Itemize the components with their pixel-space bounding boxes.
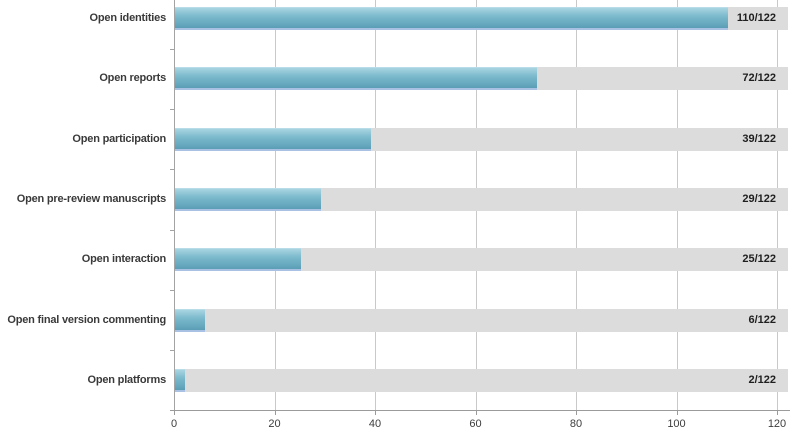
x-axis-line: [170, 410, 790, 411]
value-label: 39/122: [742, 133, 776, 145]
bar-6: [175, 369, 186, 392]
value-label: 72/122: [742, 72, 776, 84]
x-axis-tick-0: [174, 410, 175, 415]
category-label: Open final version commenting: [7, 314, 166, 326]
x-axis-tick-120: [777, 410, 778, 415]
bar-4: [175, 248, 301, 271]
y-axis-tick: [170, 109, 175, 110]
value-label: 25/122: [742, 253, 776, 265]
bar-track: [175, 248, 788, 271]
value-label: 6/122: [748, 314, 776, 326]
x-axis-tick-80: [576, 410, 577, 415]
y-axis-tick: [170, 350, 175, 351]
x-axis-tick-label: 80: [569, 418, 583, 430]
bar-2: [175, 128, 371, 151]
value-label: 110/122: [736, 12, 776, 24]
value-label: 29/122: [742, 193, 776, 205]
bar-track: [175, 369, 788, 392]
category-label: Open pre-review manuscripts: [16, 193, 166, 205]
category-label: Open participation: [72, 133, 166, 145]
category-label: Open platforms: [87, 374, 167, 386]
x-axis-tick-60: [475, 410, 477, 415]
x-axis-tick-label: 100: [667, 418, 686, 430]
bar-track: [175, 309, 788, 332]
x-axis-tick-label: 20: [268, 418, 281, 430]
y-axis-tick: [170, 169, 175, 170]
y-axis-tick: [170, 290, 175, 291]
x-axis-tick-40: [375, 410, 376, 415]
bar-1: [175, 67, 537, 90]
x-axis-tick-label: 60: [469, 418, 482, 430]
bar-0: [175, 7, 728, 30]
bar-track: [175, 188, 788, 211]
y-axis-line: [174, 0, 175, 410]
category-label: Open reports: [99, 72, 166, 84]
x-axis-tick-label: 120: [767, 418, 787, 430]
y-axis-tick: [170, 230, 175, 231]
category-label: Open interaction: [81, 253, 166, 265]
bar-5: [175, 309, 206, 332]
x-axis-tick-label: 0: [170, 418, 178, 430]
x-axis-tick-20: [274, 410, 276, 415]
x-axis-tick-label: 40: [368, 418, 382, 430]
bar-3: [175, 188, 321, 211]
y-axis-tick: [170, 49, 175, 50]
category-label: Open identities: [89, 12, 167, 24]
value-label: 2/122: [748, 374, 776, 386]
x-axis-tick-100: [676, 410, 678, 415]
